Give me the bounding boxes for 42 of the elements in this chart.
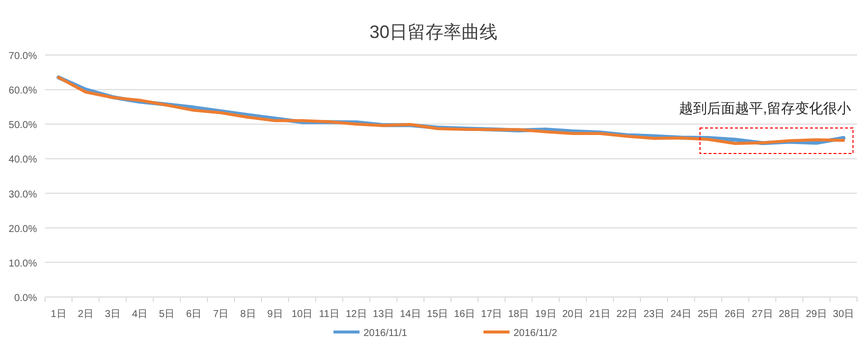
x-tick-label: 20日 [562,309,584,320]
y-tick-label: 70.0% [8,51,38,62]
legend-label: 2016/11/1 [364,328,408,339]
y-tick-label: 30.0% [8,189,38,200]
x-tick-label: 14日 [400,309,421,320]
x-tick-label: 11日 [319,309,340,320]
x-tick-label: 26日 [724,309,746,320]
x-tick-label: 25日 [698,309,719,320]
y-tick-label: 60.0% [8,86,38,97]
x-tick-label: 9日 [267,309,283,320]
y-tick-label: 0.0% [14,293,38,304]
x-tick-label: 27日 [752,309,773,320]
x-tick-label: 22日 [616,309,638,320]
x-tick-label: 29日 [806,309,827,320]
y-tick-label: 50.0% [8,120,38,132]
x-tick-label: 21日 [589,309,610,320]
x-tick-label: 1日 [50,309,66,320]
x-tick-label: 24日 [670,309,692,320]
chart-title: 30日留存率曲线 [369,22,498,42]
x-tick-label: 6日 [186,309,202,320]
x-tick-label: 17日 [481,309,502,320]
x-tick-label: 18日 [508,309,530,320]
x-tick-label: 15日 [426,309,448,320]
x-tick-label: 19日 [535,309,556,320]
x-tick-label: 3日 [104,309,120,320]
y-tick-label: 40.0% [8,154,38,166]
legend-label: 2016/11/2 [514,328,558,339]
x-tick-label: 23日 [643,309,665,320]
x-tick-label: 16日 [454,309,476,320]
y-tick-label: 10.0% [8,258,38,270]
x-tick-label: 5日 [159,309,175,320]
x-tick-label: 30日 [832,309,854,320]
y-tick-label: 20.0% [8,224,38,235]
x-tick-label: 28日 [778,309,800,320]
x-tick-label: 8日 [240,309,256,320]
x-tick-label: 12日 [346,309,367,320]
x-tick-label: 13日 [372,309,394,320]
x-tick-label: 4日 [132,309,148,320]
x-tick-label: 2日 [78,309,94,320]
x-tick-label: 7日 [213,309,229,320]
annotation: 越到后面越平,留存变化很小 [679,100,851,116]
x-tick-label: 10日 [292,309,313,320]
